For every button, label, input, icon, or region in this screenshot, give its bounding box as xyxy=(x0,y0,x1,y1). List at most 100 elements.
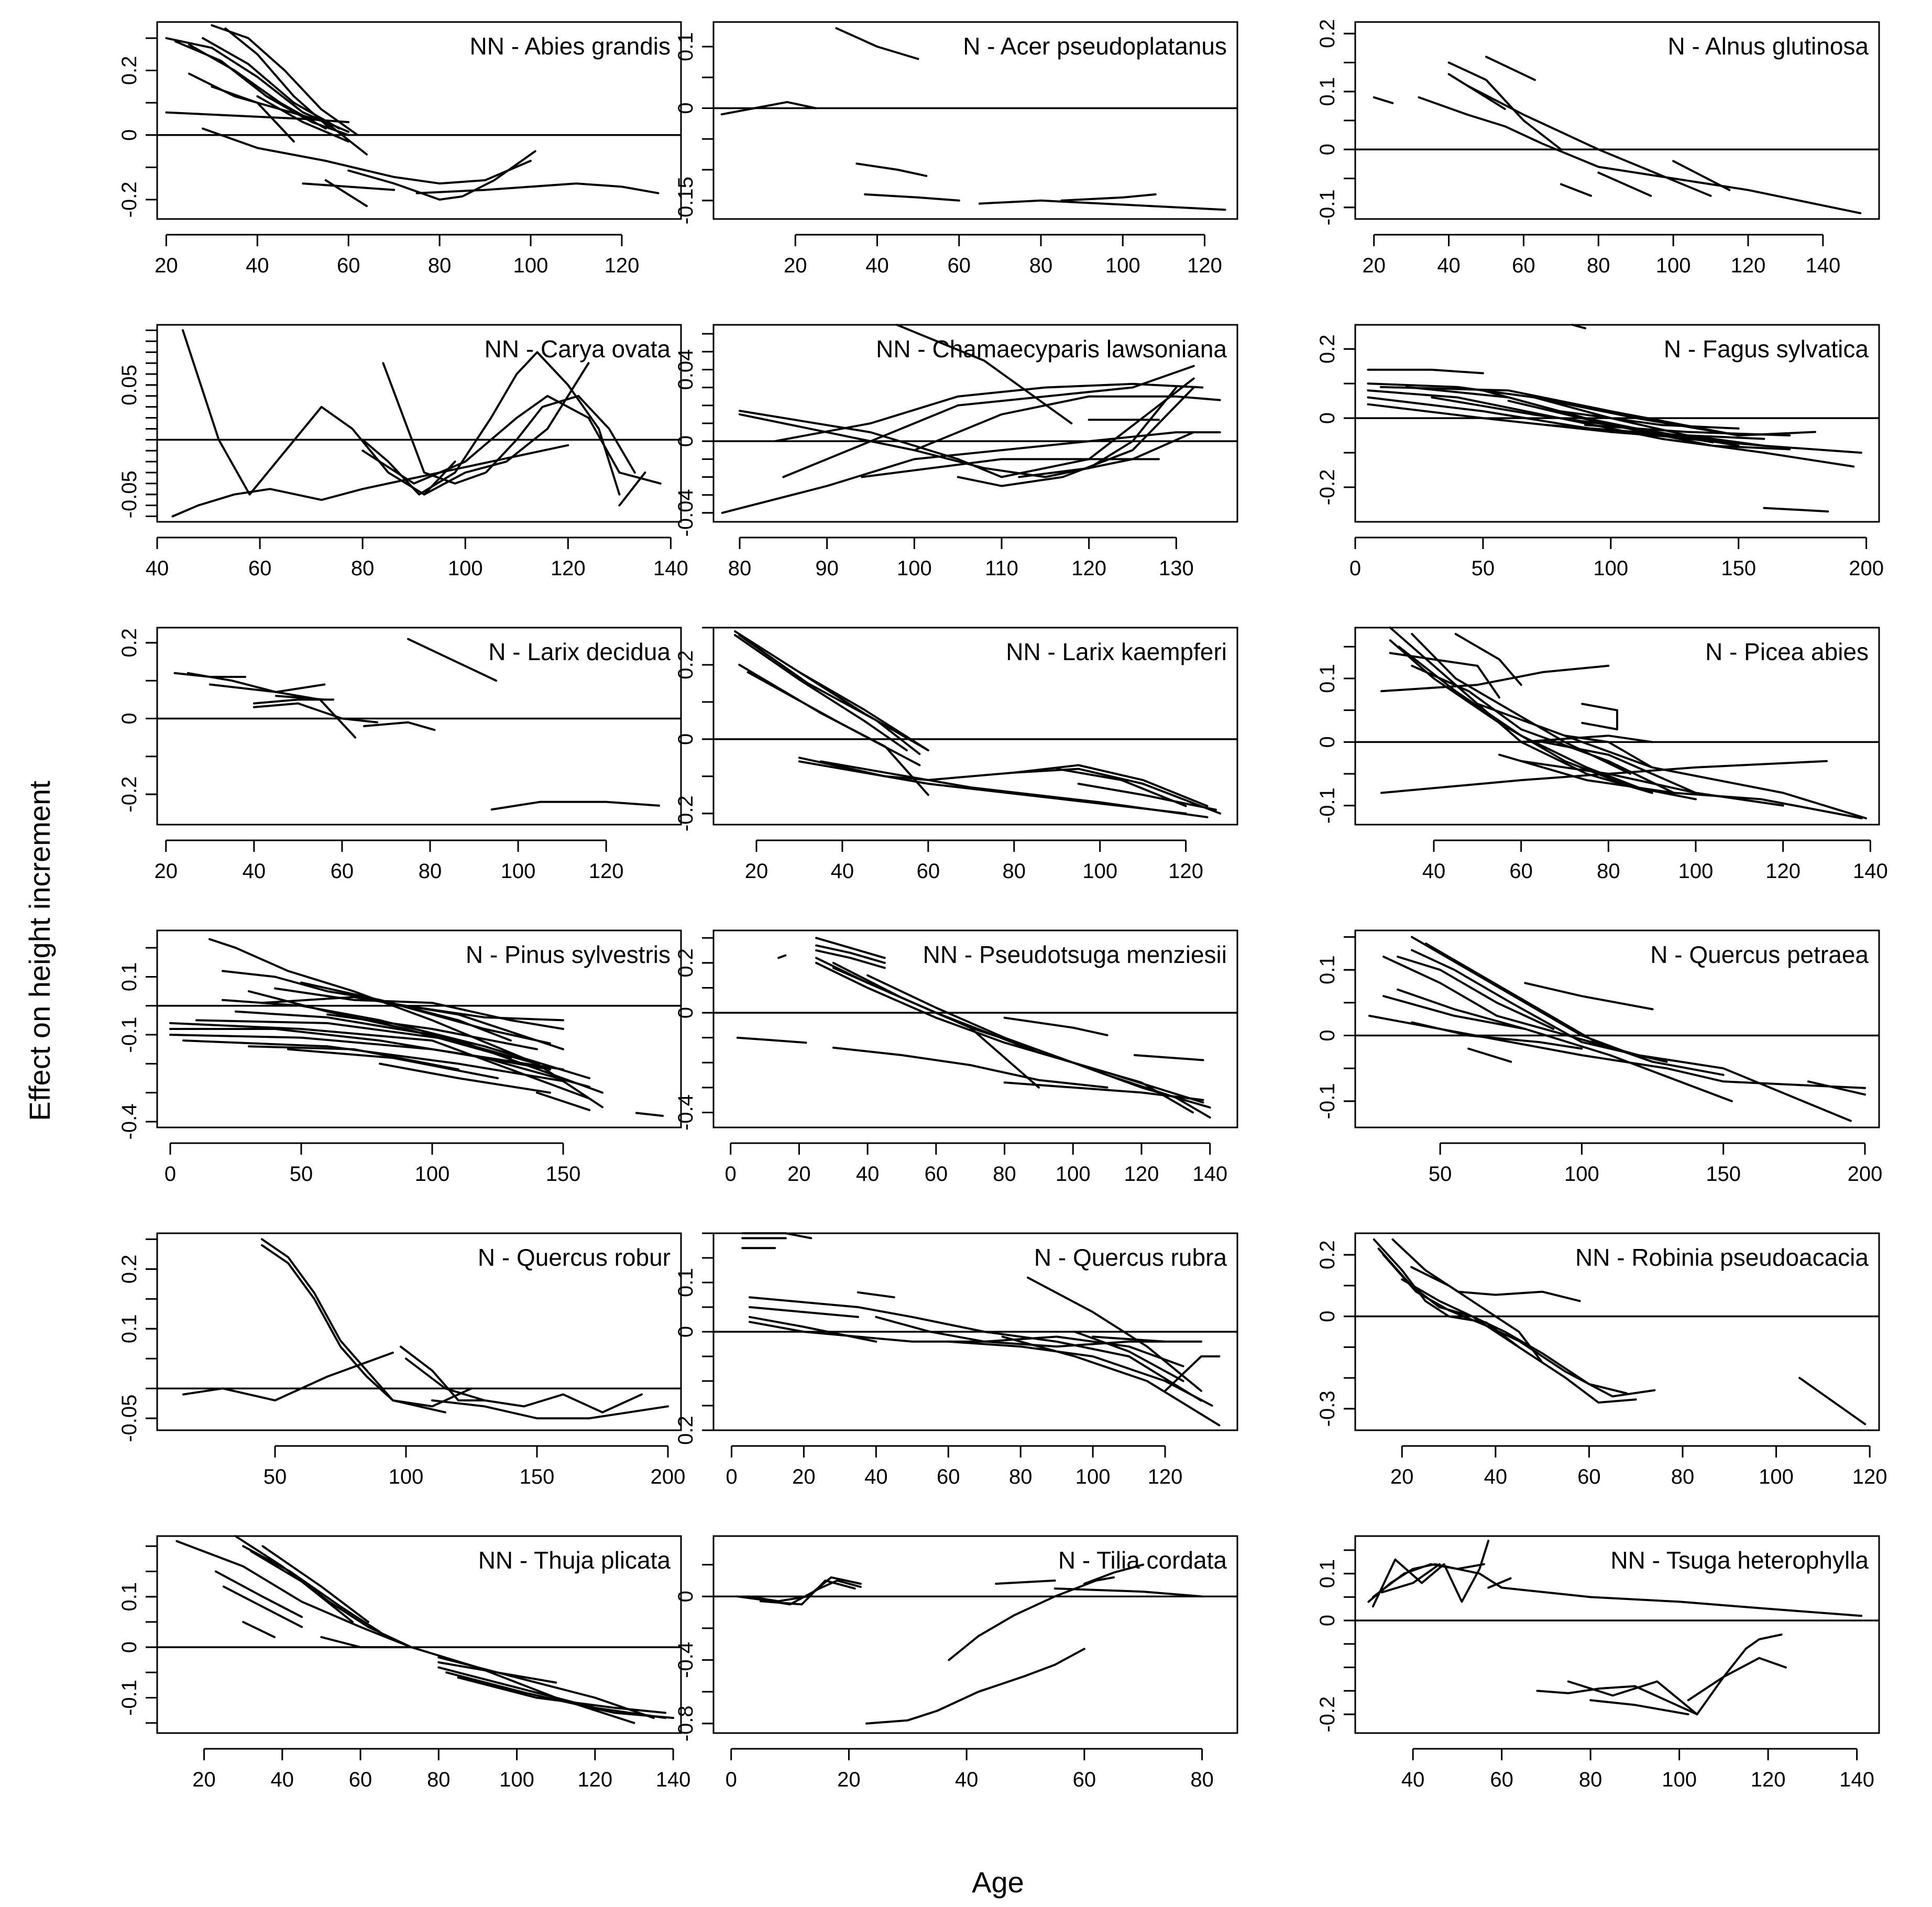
series-line-11 xyxy=(202,127,532,185)
series-line-4 xyxy=(1397,956,1555,1030)
x-tick-label: 50 xyxy=(290,1163,313,1186)
y-tick-label: -0.4 xyxy=(674,1094,697,1131)
y-tick-label: 0.2 xyxy=(1316,19,1339,48)
x-tick-label: 60 xyxy=(337,254,360,277)
chart-panel-11: -0.4 0 0.2 0 20 40 60 80 100 120 140 NN - Pseudotsu… xyxy=(674,929,1238,1186)
series-line-6 xyxy=(832,967,1204,1104)
series-line-6 xyxy=(214,1570,303,1618)
x-tick-label: 150 xyxy=(546,1163,581,1186)
series-line-5 xyxy=(815,961,1211,1109)
x-tick-label: 80 xyxy=(428,254,452,277)
x-tick-label: 80 xyxy=(351,557,375,580)
panel-title: NN - Robinia pseudoacacia xyxy=(1575,1244,1869,1271)
series-line-5 xyxy=(361,394,621,485)
y-tick-label: -0.15 xyxy=(674,177,697,224)
series-line-6 xyxy=(798,671,929,752)
series-line-11 xyxy=(1498,753,1863,819)
y-tick-label: 0.2 xyxy=(118,1255,141,1284)
panel-title: N - Quercus robur xyxy=(478,1244,671,1271)
series-line-6 xyxy=(431,1399,669,1420)
x-tick-label: 60 xyxy=(937,1465,960,1488)
y-tick-label: -0.05 xyxy=(118,470,141,518)
panel-title: N - Quercus rubra xyxy=(1034,1244,1227,1271)
x-tick-label: 120 xyxy=(1852,1465,1887,1488)
y-tick-label: 0 xyxy=(1316,1029,1339,1041)
y-tick-label: -0.04 xyxy=(674,489,697,536)
x-tick-label: 100 xyxy=(1759,1465,1794,1488)
x-tick-label: 120 xyxy=(1168,860,1203,883)
series-line-3 xyxy=(242,1545,381,1634)
y-tick-label: 0.2 xyxy=(674,948,697,978)
series-line-5 xyxy=(749,1306,859,1318)
series-line-4 xyxy=(864,193,960,202)
series-line-15 xyxy=(300,981,551,1045)
x-tick-label: 40 xyxy=(146,557,169,580)
x-tick-label: 20 xyxy=(1390,1465,1414,1488)
series-line-1 xyxy=(169,1028,590,1088)
series-line-7 xyxy=(1389,652,1500,699)
x-tick-label: 120 xyxy=(577,1768,612,1791)
series-line-9 xyxy=(819,760,1209,818)
series-line-12 xyxy=(1807,1080,1866,1096)
x-tick-label: 60 xyxy=(1577,1465,1601,1488)
series-line-16 xyxy=(1763,507,1829,513)
series-line-1 xyxy=(741,1232,813,1240)
x-tick-label: 60 xyxy=(1512,254,1535,277)
series-line-6 xyxy=(1536,1634,1783,1716)
x-tick-label: 40 xyxy=(1484,1465,1508,1488)
x-tick-label: 100 xyxy=(415,1163,450,1186)
series-line-15 xyxy=(324,179,368,207)
series-line-18 xyxy=(405,1004,564,1022)
x-tick-label: 100 xyxy=(448,557,483,580)
panel-title: NN - Chamaecyparis lawsoniana xyxy=(876,335,1227,363)
series-line-12 xyxy=(1520,760,1784,807)
series-line-16 xyxy=(1520,735,1653,743)
series-line-2 xyxy=(1382,995,1733,1102)
series-line-5 xyxy=(253,702,379,724)
series-line-1 xyxy=(1373,96,1394,104)
x-tick-label: 100 xyxy=(1662,1768,1697,1791)
series-line-15 xyxy=(1571,324,1586,330)
series-line-1 xyxy=(171,444,569,518)
y-tick-label: 0.2 xyxy=(1316,1240,1339,1269)
y-tick-label: 0.1 xyxy=(1316,77,1339,106)
series-line-12 xyxy=(1558,410,1740,430)
x-tick-label: 40 xyxy=(1437,254,1461,277)
series-line-5 xyxy=(1367,403,1765,440)
series-line-4 xyxy=(182,1039,564,1082)
series-line-9 xyxy=(1411,1021,1583,1050)
x-tick-label: 100 xyxy=(1056,1163,1091,1186)
chart-panel-18: -0.2 0 0.1 40 60 80 100 120 140 NN - Tsuga hetero… xyxy=(1316,1535,1880,1791)
panel-title: N - Larix decidua xyxy=(488,638,671,665)
chart-panel-15: -0.3 0 0.2 20 40 60 80 100 120 NN - Robinia pseud… xyxy=(1316,1232,1887,1488)
y-tick-label: 0 xyxy=(674,102,697,114)
x-tick-label: 150 xyxy=(1721,557,1756,580)
panel-title: N - Acer pseudoplatanus xyxy=(963,32,1227,60)
chart-panel-9: -0.1 0 0.1 40 60 80 100 120 140 N - Picea abies xyxy=(1316,627,1888,883)
series-line-4 xyxy=(1391,1238,1581,1302)
series-line-1 xyxy=(815,937,886,959)
series-line-7 xyxy=(1053,1587,1203,1598)
chart-panel-2: -0.15 0 0.1 20 40 60 80 100 120 N - Acer pseudopl… xyxy=(674,21,1238,277)
x-tick-label: 80 xyxy=(1671,1465,1695,1488)
series-line-10 xyxy=(1524,982,1654,1011)
y-tick-label: -0.05 xyxy=(118,1395,141,1442)
series-line-7 xyxy=(913,395,1221,452)
series-line-9 xyxy=(235,1010,603,1109)
series-line-2 xyxy=(734,630,929,752)
x-tick-label: 60 xyxy=(948,254,971,277)
x-tick-label: 60 xyxy=(917,860,940,883)
series-line-16 xyxy=(326,1013,538,1050)
x-tick-label: 100 xyxy=(1105,254,1140,277)
plot-frame xyxy=(156,929,682,1128)
series-line-10 xyxy=(1013,764,1209,807)
x-tick-label: 150 xyxy=(520,1465,555,1488)
series-line-1 xyxy=(1368,1014,1866,1089)
chart-panel-8: -0.2 0 0.2 20 40 60 80 100 120 NN - Larix kaempfe… xyxy=(674,627,1238,883)
chart-panel-14: 0.2 0 0.1 0 20 40 60 80 100 120 N - Quercus rubra xyxy=(674,1232,1238,1488)
series-line-1 xyxy=(720,101,817,116)
y-tick-label: 0.1 xyxy=(118,1314,141,1343)
series-line-7 xyxy=(1425,942,1725,1076)
series-line-4 xyxy=(773,382,1204,443)
